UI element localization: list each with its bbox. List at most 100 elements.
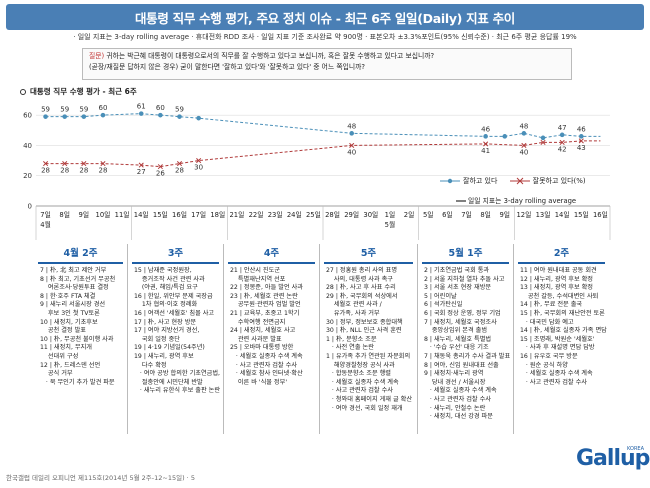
approve-line-marker-icon	[440, 178, 460, 184]
x-tick-label: 16일	[172, 210, 187, 219]
disapprove-point	[483, 141, 489, 147]
issue-item: 9 | 새정치·새누리 광역	[424, 370, 484, 378]
x-tick-label: 11일	[115, 210, 130, 219]
week-column: 4월 2주 7 | 朴, 北 최고 제안 거부 8 | 朴 최고, 기초선거 무공천…	[34, 244, 128, 434]
disapprove-data-label: 28	[175, 167, 184, 175]
approve-point	[579, 134, 584, 139]
week-column-title: 4월 2주	[38, 244, 123, 264]
approve-point	[483, 134, 488, 139]
disapprove-data-label: 27	[137, 168, 146, 176]
chart-heading: 대통령 직무 수행 평가 - 최근 6주	[20, 86, 137, 97]
issue-item: (야권, 해임/특검 요구	[134, 284, 198, 292]
approve-point	[158, 112, 163, 118]
disapprove-point	[62, 161, 68, 167]
x-tick-label: 14일	[134, 210, 149, 219]
issue-item: 17 | 여야 지방선거 경선,	[134, 327, 200, 335]
x-tick-month-label: 5월	[385, 220, 396, 229]
disapprove-data-label: 43	[577, 144, 586, 152]
question-label: 질문)	[89, 52, 105, 60]
disapprove-point	[43, 161, 49, 167]
x-tick-label: 29일	[344, 210, 359, 219]
issue-item: · 원순 공식 하양	[520, 361, 568, 369]
issue-item: 12 | 朴, 드레스덴 선언	[40, 361, 101, 369]
issue-item: 14 | 朴, 무료 전문 출국	[520, 301, 583, 309]
week-column: 4주 21 | 안산시 진도군 특별재난지역 선포 22 | 정몽준, 아들 발언 …	[224, 244, 320, 434]
issue-item: 6 | 석가탄신일	[424, 301, 463, 309]
issue-item: 16 | 한일, 위안부 문제 국장급	[134, 292, 213, 300]
approve-data-label: 59	[41, 106, 50, 114]
disapprove-data-label: 26	[156, 170, 165, 178]
approve-point	[349, 131, 355, 136]
approve-point	[502, 134, 508, 139]
x-tick-label: 22일	[249, 210, 264, 219]
question-line-1: 귀하는 박근혜 대통령이 대통령으로서의 직무를 잘 수행하고 있다고 보십니까…	[106, 52, 435, 60]
issue-item: 후보 3인 첫 TV토론	[40, 309, 100, 317]
disapprove-data-label: 28	[60, 167, 69, 175]
disapprove-data-label: 42	[558, 145, 567, 153]
week-column-title: 5주	[324, 244, 413, 264]
week-column-title: 5월 1주	[422, 244, 509, 264]
issue-item: · 새누리, 안철수 논란	[424, 404, 486, 412]
issue-item: 당내 경선 / 서울시장	[424, 378, 486, 386]
approve-data-label: 60	[156, 104, 165, 112]
disapprove-point	[176, 161, 183, 167]
disapprove-data-label: 41	[481, 147, 490, 155]
x-tick-label: 25일	[306, 210, 321, 219]
issue-item: · 북 무인기 추가 발견 파문	[40, 378, 115, 386]
approve-series-line	[45, 113, 601, 139]
approve-point	[138, 111, 144, 116]
week-issue-list: 11 | 여야 원내대표 공동 회견 12 | 새누리, 광역 후보 확정 13 |…	[514, 264, 609, 387]
issue-item: 유가족, 사과 거부	[326, 309, 380, 317]
issue-item: 이른 바 '식물 정부'	[230, 378, 288, 386]
page-title: 대통령 직무 수행 평가, 주요 정치 이슈 - 최근 6주 일일(Daily)…	[134, 10, 515, 26]
x-tick-label: 16일	[593, 210, 608, 219]
issue-item: 9 | 새누리 서울시장 경선	[40, 301, 106, 309]
x-tick-label: 30일	[363, 210, 378, 219]
x-tick-label: 1일	[385, 210, 396, 219]
x-tick-label: 12일	[516, 210, 531, 219]
approve-point	[81, 114, 87, 119]
issue-item: · 사과 후 재설명 면담 답방	[520, 344, 595, 352]
x-tick-label: 7일	[40, 210, 51, 219]
issue-item: · 세월호 실종자 수색 계속	[326, 378, 399, 386]
x-tick-label: 8일	[59, 210, 70, 219]
issue-item: · '수습 우선' 대응 기조	[424, 344, 489, 352]
x-tick-month-label: 4월	[40, 220, 51, 229]
issue-item: 15 | 朴, 국무회의 재난안전 토론	[520, 309, 605, 317]
issue-item: 10 | 새정치, 기초후보	[40, 318, 98, 326]
survey-subtitle: · 일일 지표는 3-day rolling average · 휴대전화 RD…	[73, 33, 577, 41]
issue-item: 여론조사·당원투표 결정	[40, 284, 109, 292]
footer-source: 한국갤럽 데일리 오피니언 제115호(2014년 5월 2주-12~15일) …	[6, 474, 195, 482]
issue-item: 30 | 朴, NLL 인근 사격 훈련	[326, 327, 402, 335]
x-tick-label: 21일	[229, 210, 244, 219]
x-tick-label: 9일	[499, 210, 510, 219]
legend-disapprove-label: 잘못하고 있다(%)	[532, 177, 586, 185]
week-issue-list: 27 | 정홍원 총리 사의 표명 사의, 대통령 사과 촉구 28 | 朴, 사…	[320, 264, 417, 413]
issue-item: · 청와대 홈페이지 게재 글 확산	[326, 395, 413, 403]
issue-item: 24 | 새정치, 세월호 사고	[230, 327, 296, 335]
approve-data-label: 46	[481, 125, 490, 133]
week-issue-list: 2 | 기초연금법 국회 통과 2 | 서울 지하철 열차 추돌 사고 3 | 서울…	[418, 264, 513, 422]
disapprove-data-label: 40	[519, 148, 528, 156]
disapprove-point	[521, 142, 527, 148]
approve-point	[521, 131, 527, 136]
issue-item: 8 | 새누리, 세월호 특별법	[424, 335, 492, 343]
approve-data-label: 59	[175, 106, 184, 114]
issue-item: 사의, 대통령 사과 촉구	[326, 275, 393, 283]
issue-item: · 세월호 실종자 수색 계속	[520, 370, 593, 378]
rolling-average-note: 일일 지표는 3-day rolling average	[456, 195, 576, 205]
issue-item: 21 | 교육부, 초중고 1학기	[230, 309, 300, 317]
chart-heading-text: 대통령 직무 수행 평가 - 최근 6주	[30, 87, 137, 96]
issue-item: 국회 일정 중단	[134, 335, 180, 343]
issue-item: 증거조작 사건 관련 사과	[134, 275, 205, 283]
issue-item: 12 | 새누리, 광역 후보 확정	[520, 275, 593, 283]
y-tick-label: 0	[28, 203, 32, 211]
issue-item: 공천 결정 발표	[40, 327, 86, 335]
issue-item: 19 | 4·19 기념일(54주년)	[134, 344, 205, 352]
legend-approve-label: 잘하고 있다	[463, 177, 498, 185]
y-tick-label: 60	[23, 112, 32, 120]
week-column-title: 3주	[132, 244, 219, 264]
issue-item: · 세월호 실종자 수색 계속	[424, 387, 497, 395]
issue-item: 공식 거부	[40, 370, 73, 378]
disapprove-data-label: 28	[79, 167, 88, 175]
